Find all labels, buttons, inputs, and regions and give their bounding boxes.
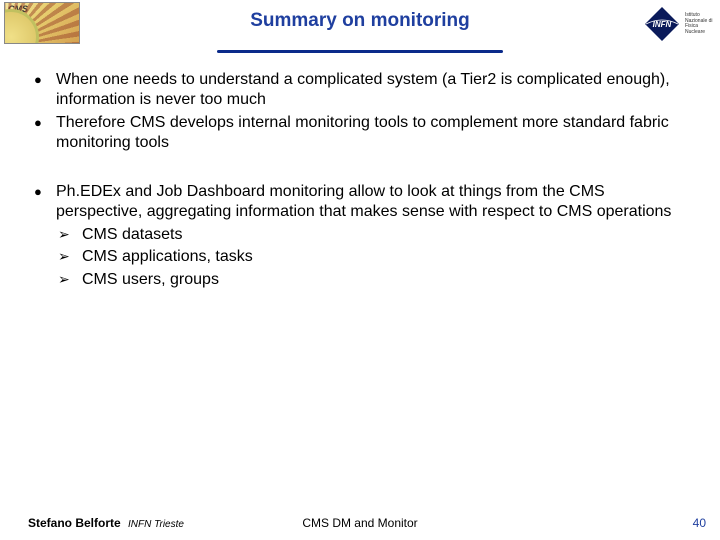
sub-bullet-list: CMS datasetsCMS applications, tasks CMS u… [56,225,690,290]
bullet-group-1: When one needs to understand a complicat… [30,70,690,154]
bullet-item: When one needs to understand a complicat… [30,70,690,111]
sub-bullet-item: CMS datasets [56,225,690,245]
sub-bullet-item: CMS applications, tasks [56,247,690,267]
bullet-item: Ph.EDEx and Job Dashboard monitoring all… [30,182,690,290]
infn-logo: INFN Istituto Nazionale di Fisica Nuclea… [642,2,716,46]
bullet-group-2: Ph.EDEx and Job Dashboard monitoring all… [30,182,690,290]
footer-center: CMS DM and Monitor [0,516,720,530]
title-underline [0,40,720,58]
slide-title: Summary on monitoring [0,10,720,32]
slide-header: Summary on monitoring INFN Istituto Nazi… [0,0,720,48]
page-number: 40 [693,516,706,530]
bullet-item: Therefore CMS develops internal monitori… [30,113,690,154]
slide-content: When one needs to understand a complicat… [0,48,720,290]
infn-subtext: Istituto Nazionale di Fisica Nucleare [685,13,715,35]
sub-bullet-item: CMS users, groups [56,270,690,290]
slide-footer: Stefano Belforte INFN Trieste CMS DM and… [0,510,720,530]
svg-text:INFN: INFN [653,20,672,29]
